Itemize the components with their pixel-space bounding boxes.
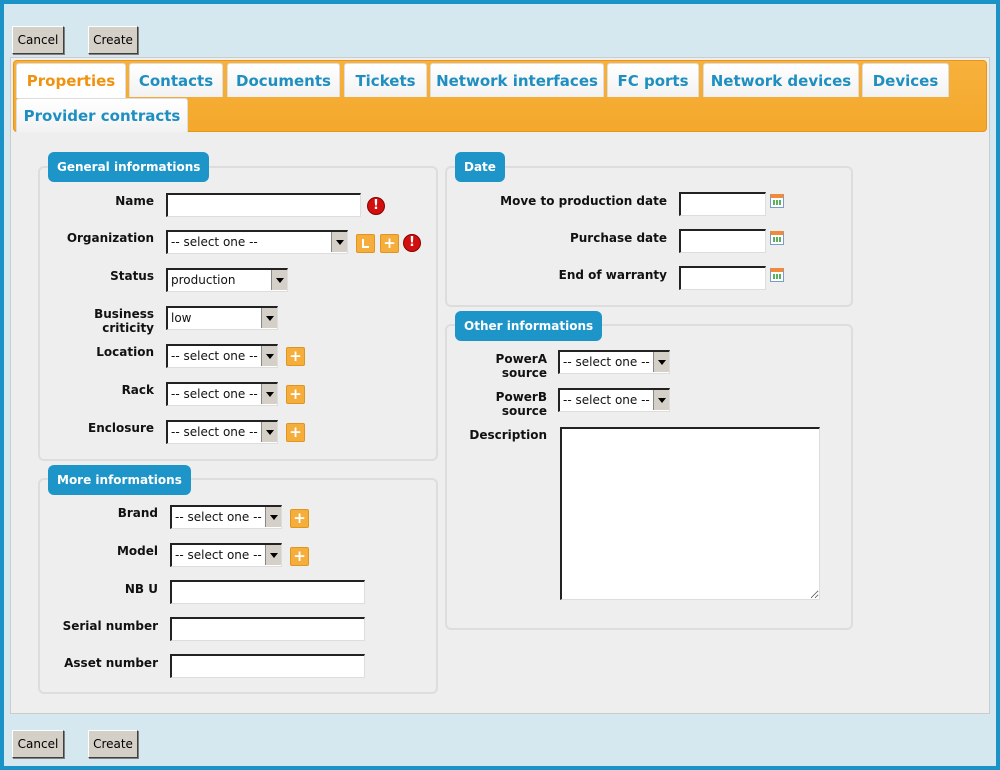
enclosure-select[interactable]: -- select one -- — [166, 420, 278, 444]
calendar-icon[interactable] — [770, 268, 784, 282]
rack-select[interactable]: -- select one -- — [166, 382, 278, 406]
serial-label: Serial number — [62, 619, 158, 633]
tab-tickets[interactable]: Tickets — [344, 63, 427, 97]
description-textarea[interactable] — [560, 427, 820, 600]
chevron-down-icon — [265, 545, 281, 565]
general-legend: General informations — [48, 152, 210, 182]
cancel-button-bottom[interactable]: Cancel — [12, 730, 64, 758]
organization-label: Organization — [66, 231, 154, 245]
calendar-icon[interactable] — [770, 231, 784, 245]
warranty-date-input[interactable] — [679, 266, 766, 290]
brand-value: -- select one -- — [175, 510, 262, 524]
date-fieldset — [445, 166, 853, 307]
purchase-date-input[interactable] — [679, 229, 766, 253]
description-label: Description — [469, 428, 547, 442]
chevron-down-icon — [261, 346, 277, 366]
organization-select[interactable]: -- select one -- — [166, 230, 348, 254]
tab-properties[interactable]: Properties — [16, 63, 126, 98]
calendar-icon[interactable] — [770, 194, 784, 208]
organization-value: -- select one -- — [171, 235, 258, 249]
powerb-select[interactable]: -- select one -- — [558, 388, 670, 412]
criticity-select[interactable]: low — [166, 306, 278, 330]
move-date-label: Move to production date — [500, 194, 667, 208]
rack-label: Rack — [121, 383, 154, 397]
asset-label: Asset number — [64, 656, 158, 670]
chevron-down-icon — [265, 507, 281, 527]
create-button-bottom[interactable]: Create — [88, 730, 138, 758]
rack-value: -- select one -- — [171, 387, 258, 401]
add-rack-button[interactable]: + — [286, 385, 305, 404]
status-value: production — [171, 273, 236, 287]
tab-fc-ports[interactable]: FC ports — [607, 63, 699, 97]
model-select[interactable]: -- select one -- — [170, 543, 282, 567]
tab-documents[interactable]: Documents — [227, 63, 340, 97]
other-fieldset — [445, 324, 853, 630]
chevron-down-icon — [261, 422, 277, 442]
criticity-label: Business criticity — [94, 307, 154, 335]
tab-network-interfaces[interactable]: Network interfaces — [430, 63, 604, 97]
more-legend: More informations — [48, 465, 191, 495]
powerb-value: -- select one -- — [563, 393, 650, 407]
add-location-button[interactable]: + — [286, 347, 305, 366]
create-button[interactable]: Create — [88, 26, 138, 54]
powera-label: PowerA source — [495, 352, 547, 380]
brand-label: Brand — [117, 506, 158, 520]
tab-devices[interactable]: Devices — [862, 63, 949, 97]
nbu-label: NB U — [124, 582, 158, 596]
chevron-down-icon — [271, 270, 287, 290]
add-model-button[interactable]: + — [290, 547, 309, 566]
purchase-date-label: Purchase date — [569, 231, 667, 245]
powerb-label: PowerB source — [495, 390, 547, 418]
asset-number-input[interactable] — [170, 654, 365, 678]
location-select[interactable]: -- select one -- — [166, 344, 278, 368]
chevron-down-icon — [653, 390, 669, 410]
tab-provider-contracts[interactable]: Provider contracts — [16, 98, 188, 132]
cancel-button[interactable]: Cancel — [12, 26, 64, 54]
move-date-input[interactable] — [679, 192, 766, 216]
other-legend: Other informations — [455, 311, 603, 341]
model-value: -- select one -- — [175, 548, 262, 562]
add-organization-button[interactable]: + — [380, 234, 399, 253]
chevron-down-icon — [653, 352, 669, 372]
status-label: Status — [110, 269, 154, 283]
nbu-input[interactable] — [170, 580, 365, 604]
brand-select[interactable]: -- select one -- — [170, 505, 282, 529]
model-label: Model — [116, 544, 158, 558]
general-fieldset — [38, 166, 438, 461]
tab-network-devices[interactable]: Network devices — [703, 63, 859, 97]
required-error-icon: ! — [367, 197, 385, 215]
chevron-down-icon — [261, 384, 277, 404]
more-fieldset — [38, 478, 438, 694]
powera-select[interactable]: -- select one -- — [558, 350, 670, 374]
required-error-icon: ! — [403, 234, 421, 252]
tree-icon[interactable] — [356, 234, 375, 253]
status-select[interactable]: production — [166, 268, 288, 292]
location-label: Location — [96, 345, 154, 359]
criticity-value: low — [171, 311, 192, 325]
chevron-down-icon — [261, 308, 277, 328]
warranty-label: End of warranty — [558, 268, 667, 282]
enclosure-label: Enclosure — [88, 421, 154, 435]
name-label: Name — [115, 194, 154, 208]
enclosure-value: -- select one -- — [171, 425, 258, 439]
location-value: -- select one -- — [171, 349, 258, 363]
tab-contacts[interactable]: Contacts — [129, 63, 223, 97]
name-input[interactable] — [166, 193, 361, 217]
serial-number-input[interactable] — [170, 617, 365, 641]
date-legend: Date — [455, 152, 505, 182]
add-brand-button[interactable]: + — [290, 509, 309, 528]
add-enclosure-button[interactable]: + — [286, 423, 305, 442]
powera-value: -- select one -- — [563, 355, 650, 369]
chevron-down-icon — [331, 232, 347, 252]
